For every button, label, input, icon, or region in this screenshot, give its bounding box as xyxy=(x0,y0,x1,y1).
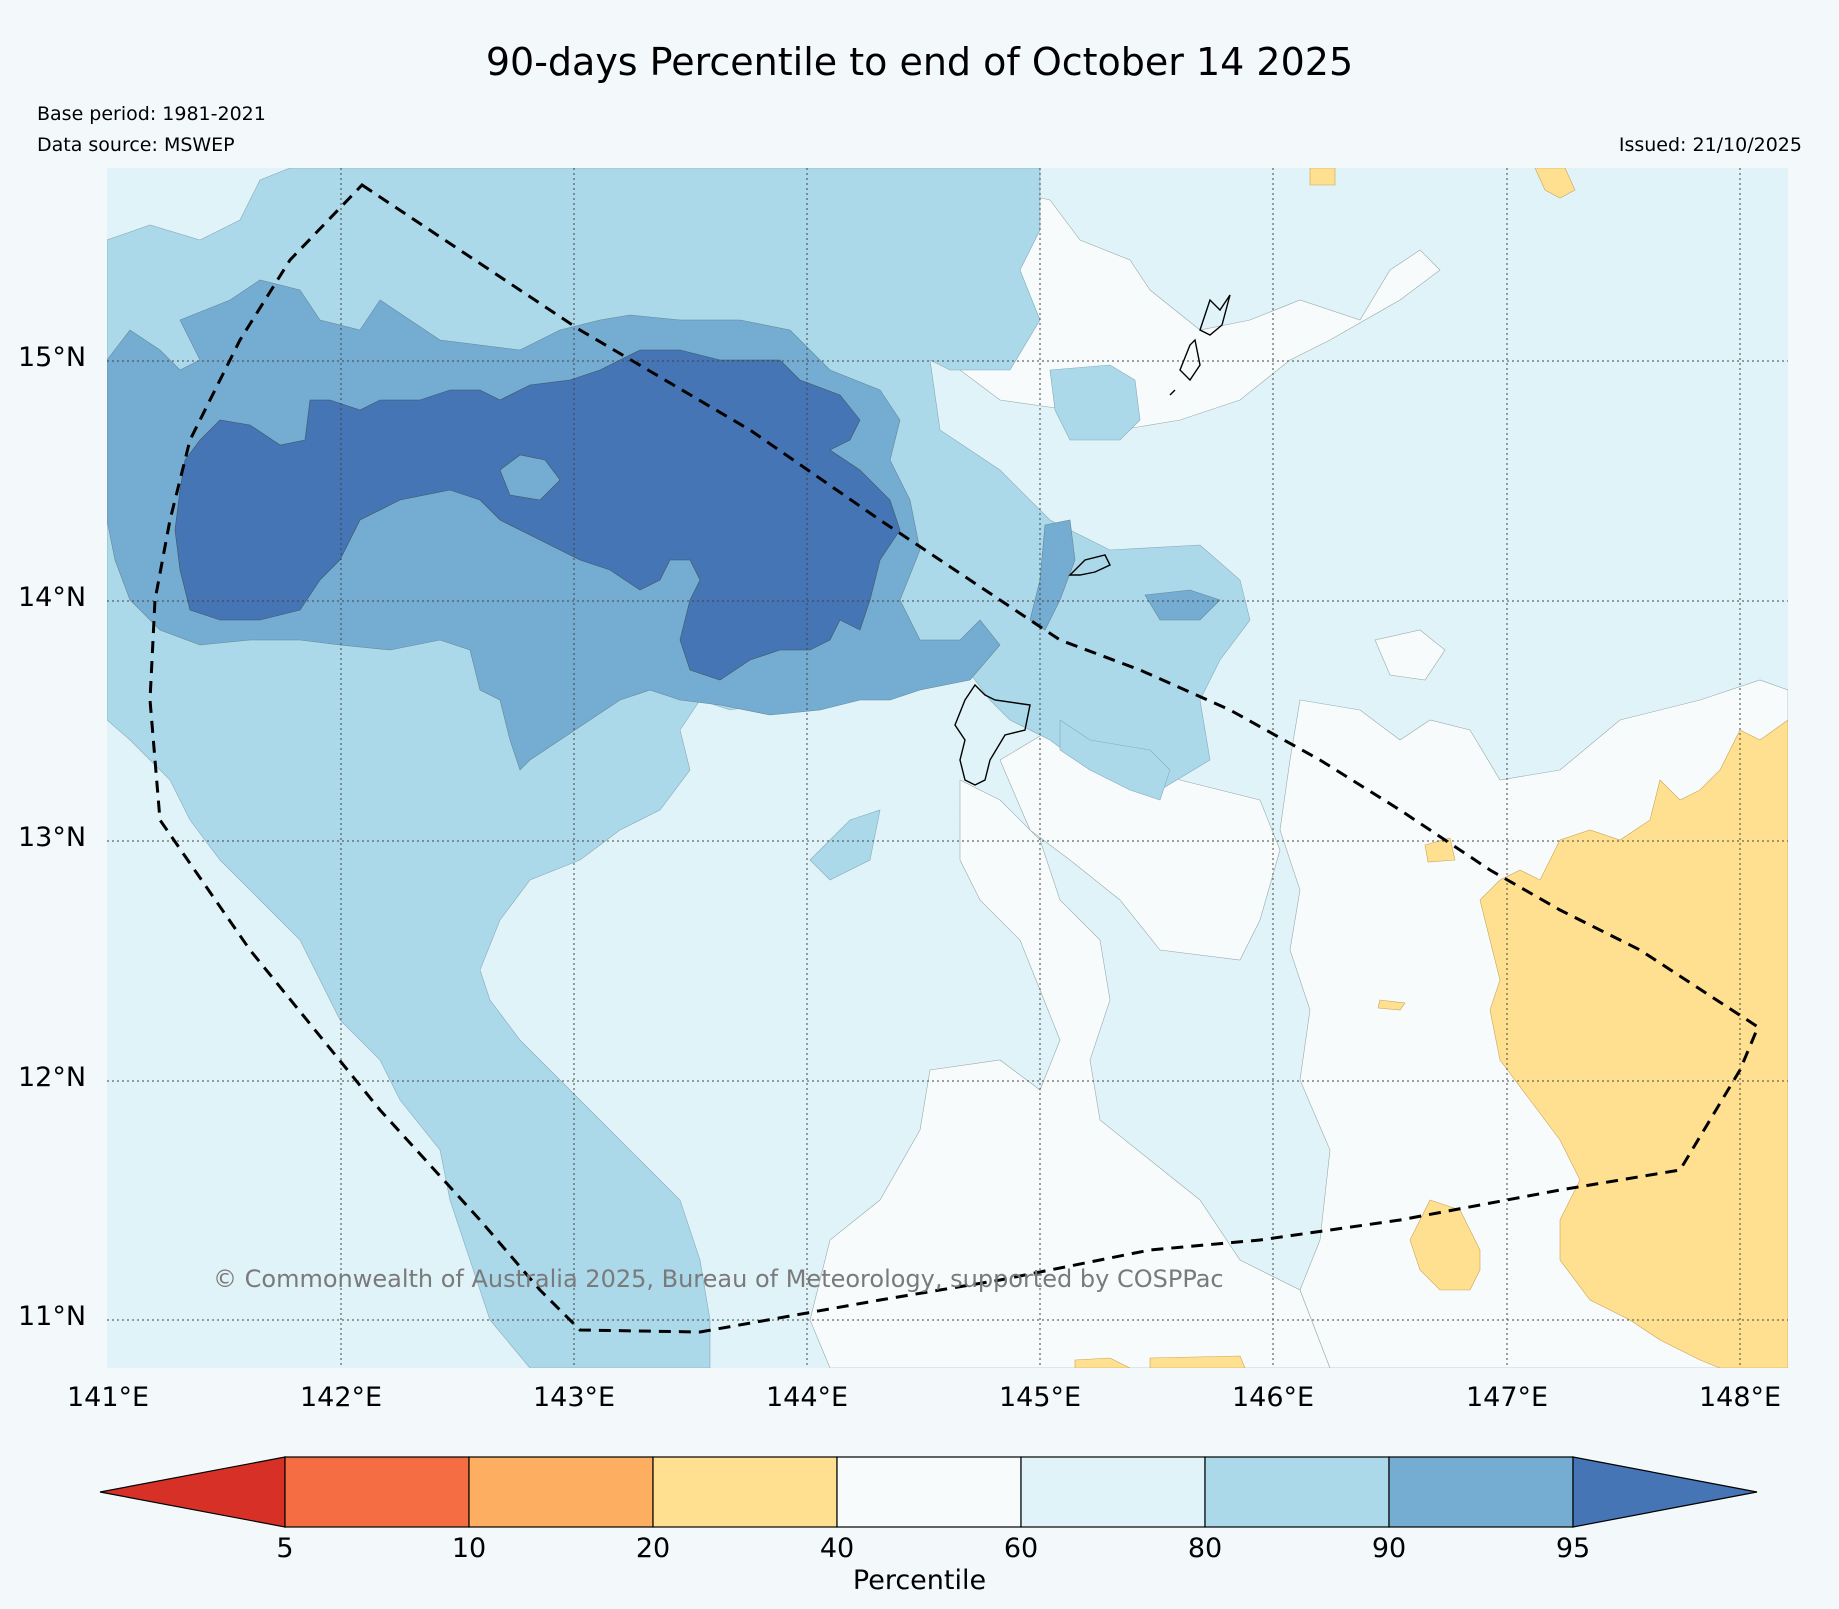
field-80-90-blob xyxy=(1049,364,1141,441)
lat-tick-12: 12°N xyxy=(18,1062,87,1093)
colorbar-label-80: 80 xyxy=(1187,1533,1223,1564)
field-20-40-north2 xyxy=(1534,168,1576,199)
colorbar-segment xyxy=(284,1456,470,1528)
colorbar-segment xyxy=(652,1456,838,1528)
lon-tick-141: 141°E xyxy=(67,1382,150,1413)
copyright-text: © Commonwealth of Australia 2025, Bureau… xyxy=(213,1265,1224,1293)
colorbar-label-5: 5 xyxy=(276,1533,294,1564)
field-gt95-hole xyxy=(499,454,561,501)
field-40-60-south xyxy=(809,779,1331,1368)
field-80-90-blob2 xyxy=(1059,719,1171,801)
map-title: 90-days Percentile to end of October 14 … xyxy=(485,40,1354,84)
colorbar-title: Percentile xyxy=(852,1565,987,1596)
colorbar-label-90: 90 xyxy=(1371,1533,1407,1564)
colorbar-arrow-high xyxy=(1572,1456,1758,1528)
colorbar-label-10: 10 xyxy=(451,1533,487,1564)
boundary-outline xyxy=(148,183,1760,1334)
field-gt95 xyxy=(174,349,901,681)
colorbar-label-60: 60 xyxy=(1003,1533,1039,1564)
field-90-95-small xyxy=(1144,589,1221,621)
field-40-60-islet xyxy=(1374,629,1446,681)
field-20-40-south xyxy=(1074,1355,1246,1368)
lon-tick-144: 144°E xyxy=(766,1382,849,1413)
colorbar-segment xyxy=(1388,1456,1574,1528)
lon-tick-142: 142°E xyxy=(300,1382,383,1413)
lat-tick-14: 14°N xyxy=(18,582,87,613)
lat-tick-11: 11°N xyxy=(18,1301,87,1332)
graticule xyxy=(107,168,1788,1368)
colorbar-arrow-low xyxy=(99,1456,286,1528)
colorbar-segment xyxy=(468,1456,654,1528)
lon-tick-148: 148°E xyxy=(1699,1382,1782,1413)
lon-tick-145: 145°E xyxy=(999,1382,1082,1413)
field-20-40-east xyxy=(1479,719,1788,1368)
lon-tick-147: 147°E xyxy=(1466,1382,1549,1413)
field-20-40-small xyxy=(1377,837,1456,1011)
colorbar-label-95: 95 xyxy=(1555,1533,1591,1564)
field-20-40-north1 xyxy=(1309,168,1336,186)
colorbar-label-40: 40 xyxy=(819,1533,855,1564)
field-40-60-north xyxy=(939,179,1441,431)
base-period-text: Base period: 1981-2021 xyxy=(37,103,266,125)
colorbar-label-20: 20 xyxy=(635,1533,671,1564)
field-20-40-west-blob xyxy=(1409,1199,1481,1291)
data-source-text: Data source: MSWEP xyxy=(37,134,235,156)
issued-date-text: Issued: 21/10/2025 xyxy=(1618,134,1802,156)
colorbar-segment xyxy=(836,1456,1022,1528)
colorbar-segment xyxy=(1204,1456,1390,1528)
lat-tick-13: 13°N xyxy=(18,822,87,853)
lat-tick-15: 15°N xyxy=(18,342,87,373)
field-80-90-blob3 xyxy=(809,809,881,881)
lon-tick-143: 143°E xyxy=(533,1382,616,1413)
lon-tick-146: 146°E xyxy=(1232,1382,1315,1413)
colorbar-segment xyxy=(1020,1456,1206,1528)
field-90-95-east xyxy=(1029,519,1076,631)
islands xyxy=(954,294,1231,786)
